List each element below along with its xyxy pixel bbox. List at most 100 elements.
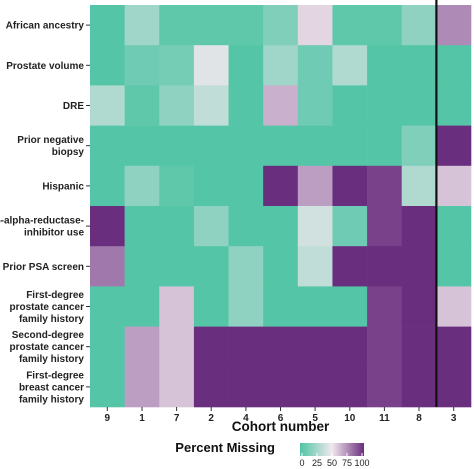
heatmap-cell [367, 326, 403, 368]
heatmap-cell [263, 366, 299, 408]
row-label: Prior negative biopsy [17, 135, 84, 158]
heatmap-cell [124, 366, 160, 408]
heatmap-cell [436, 85, 472, 126]
heatmap-cell [263, 165, 299, 207]
heatmap-cell [263, 246, 299, 287]
heatmap-cell [159, 45, 195, 86]
heatmap-cell [297, 326, 333, 368]
heatmap-cell [228, 45, 264, 86]
heatmap-cell [367, 246, 403, 287]
heatmap-cell [90, 5, 125, 46]
column-label: 3 [451, 413, 457, 424]
heatmap-cell [401, 85, 437, 126]
heatmap-cell [193, 5, 229, 46]
column-label: 6 [278, 413, 284, 424]
heatmap-cells [90, 5, 472, 408]
heatmap-cell [401, 5, 437, 46]
row-label: First-degree prostate cancer family histor… [10, 290, 85, 325]
column-label: 1 [139, 413, 145, 424]
heatmap-cell [228, 246, 264, 287]
x-axis-title: Cohort number [232, 419, 330, 434]
heatmap-cell [228, 165, 264, 207]
heatmap-cell [193, 326, 229, 368]
heatmap-cell [159, 125, 195, 167]
heatmap-cell [436, 125, 472, 167]
legend-tick-label: 75 [342, 458, 352, 468]
column-label: 2 [208, 413, 214, 424]
legend-tick-label: 0 [299, 458, 304, 468]
heatmap-cell [436, 366, 472, 408]
legend-ticks: 0 25 50 75 100 [299, 453, 370, 468]
heatmap-cell [367, 45, 403, 86]
heatmap-cell [367, 85, 403, 126]
legend-colorbar [300, 443, 364, 456]
heatmap-cell [228, 125, 264, 167]
heatmap-cell [90, 326, 125, 368]
column-label: 9 [105, 413, 111, 424]
heatmap-cell [90, 366, 125, 408]
legend-title: Percent Missing [175, 440, 275, 455]
heatmap-cell [124, 326, 160, 368]
heatmap-cell [367, 366, 403, 408]
heatmap-cell [401, 246, 437, 287]
color-legend: Percent Missing 0 25 50 75 100 [175, 440, 369, 468]
heatmap-cell [124, 246, 160, 287]
heatmap-cell [159, 326, 195, 368]
heatmap-cell [159, 206, 195, 247]
heatmap-cell [193, 45, 229, 86]
row-label: Hispanic [42, 181, 84, 192]
heatmap-cell [332, 125, 368, 167]
heatmap-cell [228, 326, 264, 368]
heatmap-cell [193, 206, 229, 247]
row-label: African ancestry [6, 21, 85, 32]
heatmap-cell [332, 246, 368, 287]
heatmap-cell [297, 165, 333, 207]
heatmap-cell [263, 326, 299, 368]
heatmap-cell [263, 125, 299, 167]
heatmap-cell [228, 5, 264, 46]
heatmap-cell [297, 45, 333, 86]
heatmap-cell [436, 5, 472, 46]
heatmap-cell [90, 206, 125, 247]
heatmap-cell [90, 45, 125, 86]
heatmap-cell [159, 165, 195, 207]
heatmap-cell [90, 165, 125, 207]
legend-tick-label: 25 [312, 458, 322, 468]
heatmap-cell [367, 206, 403, 247]
row-label: Prostate volume [6, 61, 84, 72]
heatmap-cell [436, 326, 472, 368]
row-label: Second-degree prostate cancer family histo… [10, 330, 85, 365]
legend-tick-label: 100 [354, 458, 369, 468]
column-label: 11 [379, 413, 390, 424]
heatmap-cell [332, 326, 368, 368]
row-label: First-degree breast cancer family history [19, 370, 84, 405]
heatmap-cell [159, 5, 195, 46]
heatmap-cell [297, 366, 333, 408]
heatmap-cell [332, 366, 368, 408]
heatmap-cell [401, 165, 437, 207]
heatmap-cell [332, 206, 368, 247]
heatmap-cell [436, 246, 472, 287]
heatmap-cell [436, 206, 472, 247]
heatmap-cell [124, 85, 160, 126]
heatmap-cell [228, 286, 264, 327]
heatmap-cell [367, 125, 403, 167]
heatmap-cell [297, 246, 333, 287]
heatmap-cell [367, 5, 403, 46]
heatmap-cell [193, 85, 229, 126]
column-label: 8 [416, 413, 422, 424]
heatmap-cell [401, 286, 437, 327]
heatmap-cell [90, 125, 125, 167]
heatmap-cell [263, 85, 299, 126]
heatmap-cell [297, 286, 333, 327]
heatmap-cell [263, 45, 299, 86]
heatmap-cell [436, 286, 472, 327]
heatmap-cell [228, 366, 264, 408]
heatmap-cell [124, 286, 160, 327]
heatmap-cell [159, 286, 195, 327]
heatmap-cell [297, 85, 333, 126]
heatmap-cell [297, 5, 333, 46]
heatmap-cell [90, 246, 125, 287]
heatmap-cell [124, 206, 160, 247]
